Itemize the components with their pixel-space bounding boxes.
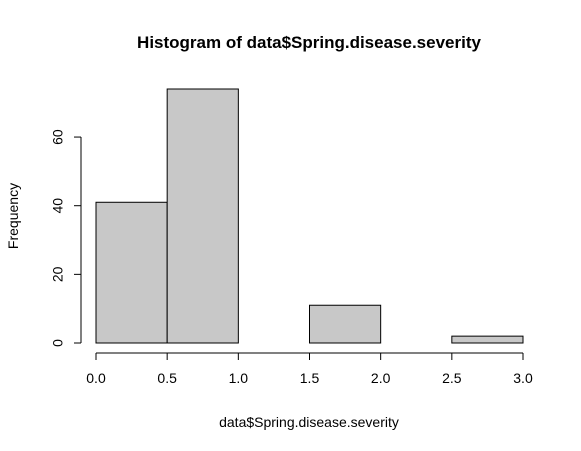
chart-title: Histogram of data$Spring.disease.severit… [137,33,481,52]
y-axis: 0 20 40 60 [50,129,82,347]
x-tick-label-2: 1.0 [229,370,249,386]
x-tick-label-6: 3.0 [513,370,533,386]
x-tick-label-4: 2.0 [371,370,391,386]
y-tick-label-1: 20 [50,266,66,282]
x-tick-label-1: 0.5 [157,370,177,386]
histogram-bar-3 [309,304,382,344]
histogram-bar-0 [95,201,168,344]
bars-group [95,88,524,344]
x-tick-label-5: 2.5 [442,370,462,386]
y-tick-label-3: 60 [50,129,66,145]
x-tick-label-0: 0.0 [86,370,106,386]
x-axis: 0.0 0.5 1.0 1.5 2.0 2.5 3.0 [86,352,533,386]
x-axis-label: data$Spring.disease.severity [219,414,399,430]
x-tick-label-3: 1.5 [300,370,320,386]
histogram-bar-5 [451,335,524,344]
y-tick-label-2: 40 [50,198,66,214]
histogram-bar-1 [166,88,239,344]
y-tick-label-0: 0 [50,339,66,347]
y-axis-label: Frequency [5,183,21,249]
